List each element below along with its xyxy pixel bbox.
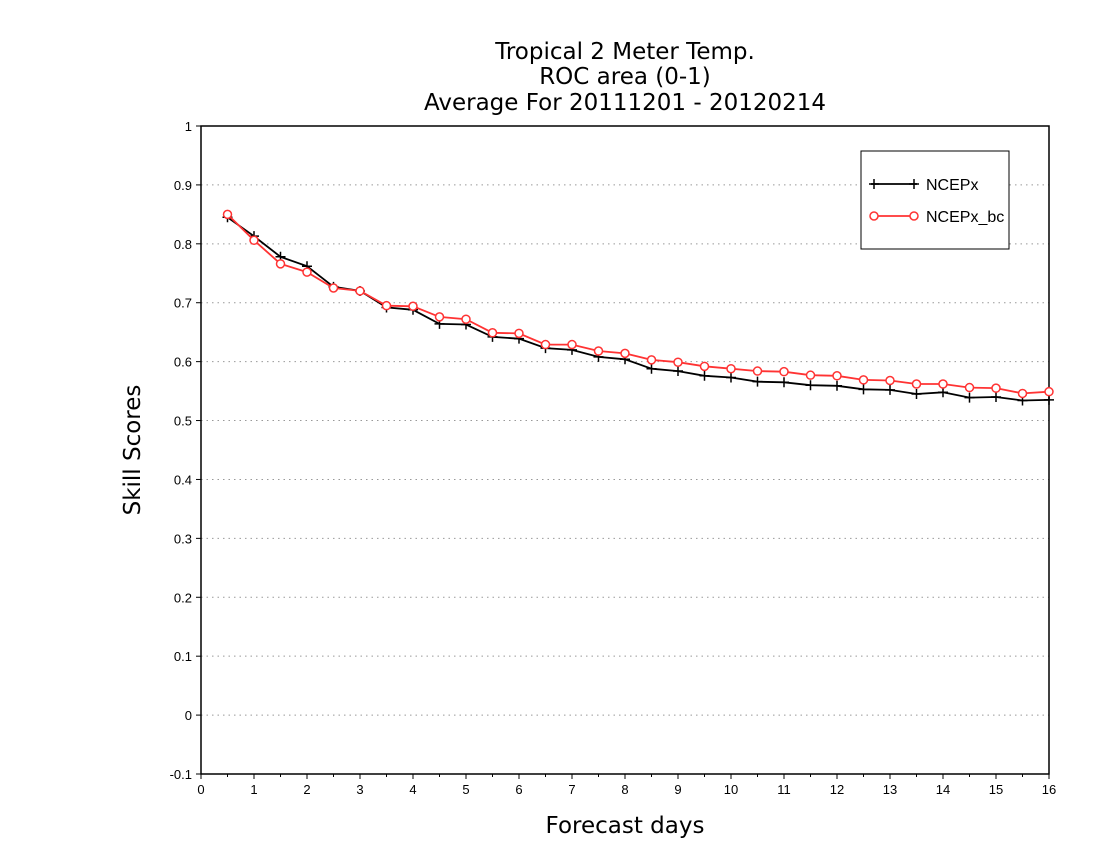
x-tick-label: 2 [303, 782, 310, 797]
y-axis: -0.1 0 0.1 0.2 0.3 0.4 0.5 0.6 0.7 0.8 0.9 1 [170, 119, 201, 782]
data-point-NCEPx_bc [1017, 388, 1028, 399]
data-point-NCEPx_bc [328, 283, 339, 293]
x-tick-label: 7 [568, 782, 575, 797]
x-tick-label: 13 [883, 782, 897, 797]
title-line-1: Tropical 2 Meter Temp. [494, 39, 755, 65]
data-point-NCEPx_bc [779, 366, 789, 377]
y-tick-label: 0.1 [174, 649, 192, 664]
title-line-3: Average For 20111201 - 20120214 [424, 90, 826, 116]
data-point-NCEPx_bc [832, 371, 842, 381]
legend-marker-NCEPx_bc [869, 211, 879, 221]
grid-lines [201, 184, 1049, 716]
y-tick-label: 0.8 [174, 237, 192, 252]
data-point-NCEPx_bc [381, 300, 392, 311]
x-tick-label: 15 [989, 782, 1003, 797]
x-tick-label: 5 [462, 782, 469, 797]
chart-title: Tropical 2 Meter Temp. ROC area (0-1) Av… [424, 39, 826, 116]
y-tick-label: 0.4 [174, 472, 192, 487]
data-point-NCEPx_bc [805, 370, 816, 380]
data-point-NCEPx [752, 376, 763, 387]
y-axis-label: Skill Scores [120, 385, 146, 516]
data-point-NCEPx [964, 392, 975, 403]
data-point-NCEPx_bc [673, 357, 683, 367]
x-axis: 0 1 2 3 4 5 6 7 8 9 10 11 12 13 14 15 16 [197, 774, 1056, 797]
data-point-NCEPx_bc [249, 235, 259, 246]
data-point-NCEPx_bc [567, 339, 577, 350]
data-point-NCEPx_bc [408, 301, 418, 312]
data-point-NCEPx_bc [514, 328, 524, 339]
x-tick-label: 11 [777, 782, 791, 797]
data-point-NCEPx [805, 380, 816, 391]
y-tick-label: 0.2 [174, 590, 192, 605]
data-point-NCEPx_bc [434, 312, 445, 322]
y-tick-label: -0.1 [170, 767, 192, 782]
data-point-NCEPx_bc [540, 339, 551, 350]
x-tick-label: 1 [250, 782, 257, 797]
data-point-NCEPx_bc [858, 375, 869, 385]
y-tick-label: 0.6 [174, 355, 192, 370]
data-point-NCEPx [858, 384, 869, 395]
data-point-NCEPx_bc [991, 383, 1001, 393]
data-point-NCEPx [726, 372, 736, 383]
y-tick-label: 0.5 [174, 414, 192, 429]
x-tick-label: 10 [724, 782, 738, 797]
legend-box [860, 150, 1010, 250]
x-axis-label: Forecast days [546, 813, 705, 839]
data-point-NCEPx [938, 387, 948, 398]
series-layer [222, 209, 1054, 406]
data-point-NCEPx_bc [620, 348, 630, 359]
data-point-NCEPx [885, 384, 895, 395]
legend-label-NCEPx_bc: NCEPx_bc [926, 209, 1004, 226]
y-tick-label: 0.7 [174, 296, 192, 311]
data-point-NCEPx [832, 380, 842, 391]
data-point-NCEPx_bc [885, 375, 895, 386]
x-tick-label: 8 [621, 782, 628, 797]
data-point-NCEPx [699, 370, 710, 381]
data-point-NCEPx_bc [222, 209, 233, 220]
data-point-NCEPx_bc [938, 379, 948, 389]
data-point-NCEPx_bc [275, 259, 286, 269]
legend: NCEPx NCEPx_bc [860, 150, 1010, 250]
data-point-NCEPx_bc [302, 267, 312, 277]
data-point-NCEPx [1044, 394, 1054, 405]
data-point-NCEPx_bc [964, 382, 975, 393]
x-tick-label: 12 [830, 782, 844, 797]
data-point-NCEPx_bc [726, 363, 736, 374]
x-tick-label: 4 [409, 782, 416, 797]
data-point-NCEPx_bc [699, 361, 710, 372]
x-tick-label: 16 [1042, 782, 1056, 797]
data-point-NCEPx_bc [593, 346, 604, 356]
data-point-NCEPx [779, 377, 789, 388]
x-tick-label: 6 [515, 782, 522, 797]
data-point-NCEPx [911, 389, 922, 400]
data-point-NCEPx_bc [1044, 386, 1054, 397]
x-tick-label: 3 [356, 782, 363, 797]
legend-marker-NCEPx [909, 179, 919, 189]
y-tick-label: 0.3 [174, 531, 192, 546]
data-point-NCEPx [673, 366, 683, 377]
data-point-NCEPx [991, 391, 1001, 402]
y-tick-label: 1 [185, 119, 192, 134]
data-point-NCEPx_bc [487, 328, 498, 338]
x-tick-label: 14 [936, 782, 950, 797]
legend-marker-NCEPx_bc [909, 211, 919, 221]
data-point-NCEPx_bc [355, 286, 365, 296]
x-tick-label: 9 [674, 782, 681, 797]
y-tick-label: 0.9 [174, 178, 192, 193]
x-tick-label: 0 [197, 782, 204, 797]
legend-marker-NCEPx [869, 179, 879, 189]
title-line-2: ROC area (0-1) [539, 64, 711, 90]
data-point-NCEPx_bc [911, 379, 922, 389]
data-point-NCEPx_bc [752, 366, 763, 376]
data-point-NCEPx_bc [461, 314, 471, 324]
data-point-NCEPx [646, 363, 657, 374]
y-tick-label: 0 [185, 708, 192, 723]
legend-label-NCEPx: NCEPx [926, 177, 978, 194]
data-point-NCEPx_bc [646, 355, 657, 365]
